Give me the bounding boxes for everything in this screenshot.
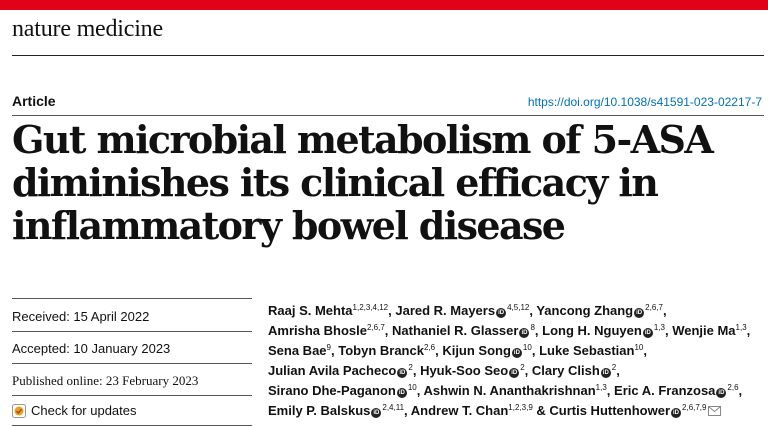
author-name: Emily P. Balskus xyxy=(268,403,371,418)
author-name: Hyuk-Soo Seo xyxy=(420,363,509,378)
author-name: Kijun Song xyxy=(442,343,511,358)
author-name: Tobyn Branck xyxy=(338,343,424,358)
title-line: Gut microbial metabolism of 5-ASA xyxy=(12,117,714,162)
orcid-icon[interactable]: iD xyxy=(634,308,645,318)
accepted-date: Accepted: 10 January 2023 xyxy=(12,332,252,364)
journal-accent-bar xyxy=(0,0,768,10)
orcid-icon[interactable]: iD xyxy=(396,388,407,398)
author[interactable]: Raaj S. Mehta1,2,3,4,12 xyxy=(268,303,388,318)
author[interactable]: Luke Sebastian10 xyxy=(539,343,643,358)
author-name: Julian Avila Pacheco xyxy=(268,363,397,378)
author[interactable]: Julian Avila Pacheco iD2 xyxy=(268,363,413,378)
doi-link[interactable]: https://doi.org/10.1038/s41591-023-02217… xyxy=(527,95,762,109)
orcid-icon[interactable]: iD xyxy=(509,368,520,378)
author-name: Eric A. Franzosa xyxy=(614,383,716,398)
orcid-icon[interactable]: iD xyxy=(511,348,522,358)
author-affiliations: 2,4,11 xyxy=(382,403,405,412)
orcid-icon[interactable]: iD xyxy=(671,408,682,418)
article-dates: Received: 15 April 2022 Accepted: 10 Jan… xyxy=(12,300,252,426)
author[interactable]: Jared R. Mayers iD4,5,12 xyxy=(395,303,529,318)
author-affiliations: 8 xyxy=(530,323,535,332)
author[interactable]: Tobyn Branck2,6 xyxy=(338,343,435,358)
orcid-icon[interactable]: iD xyxy=(600,368,611,378)
author[interactable]: Long H. Nguyen iD1,3 xyxy=(542,323,665,338)
author-name: Raaj S. Mehta xyxy=(268,303,353,318)
author-list: Raaj S. Mehta1,2,3,4,12, Jared R. Mayers… xyxy=(268,303,751,418)
header-divider xyxy=(12,55,764,56)
author[interactable]: Clary Clish iD2 xyxy=(532,363,616,378)
author-affiliations: 2,6,7,9 xyxy=(682,403,707,412)
author-affiliations: 10 xyxy=(407,383,417,392)
orcid-icon[interactable]: iD xyxy=(642,328,653,338)
author-affiliations: 1,2,3,9 xyxy=(508,403,533,412)
author-affiliations: 2,6,7 xyxy=(366,323,385,332)
author-affiliations: 10 xyxy=(634,343,644,352)
author[interactable]: Nathaniel R. Glasser iD8 xyxy=(392,323,535,338)
check-for-updates-label: Check for updates xyxy=(31,402,137,418)
orcid-icon[interactable]: iD xyxy=(496,308,507,318)
author-name: Andrew T. Chan xyxy=(410,403,509,418)
author-affiliations: 10 xyxy=(522,343,532,352)
author[interactable]: Sirano Dhe-Paganon iD10 xyxy=(268,383,417,398)
author-name: Amrisha Bhosle xyxy=(268,323,367,338)
author-affiliations: 2,6,7 xyxy=(645,303,663,312)
author-name: Long H. Nguyen xyxy=(542,323,642,338)
title-line: inflammatory bowel disease xyxy=(12,203,566,248)
author-name: Sirano Dhe-Paganon xyxy=(268,383,396,398)
author[interactable]: Emily P. Balskus iD2,4,11 xyxy=(268,403,404,418)
author-affiliations: 2 xyxy=(611,363,617,372)
author-name: Wenjie Ma xyxy=(672,323,736,338)
author[interactable]: Hyuk-Soo Seo iD2 xyxy=(420,363,525,378)
author-affiliations: 9 xyxy=(326,343,331,352)
author[interactable]: Eric A. Franzosa iD2,6 xyxy=(614,383,739,398)
author-affiliations: 2,6 xyxy=(727,383,739,392)
author-affiliations: 4,5,12 xyxy=(507,303,530,312)
orcid-icon[interactable]: iD xyxy=(519,328,530,338)
orcid-icon[interactable]: iD xyxy=(397,368,408,378)
article-title: Gut microbial metabolism of 5-ASA dimini… xyxy=(12,118,732,247)
orcid-icon[interactable]: iD xyxy=(716,388,727,398)
article-type: Article xyxy=(12,93,56,109)
author[interactable]: Curtis Huttenhower iD2,6,7,9 xyxy=(549,403,722,418)
author-affiliations: 1,3 xyxy=(653,323,665,332)
author-affiliations: 1,3 xyxy=(735,323,747,332)
title-divider xyxy=(12,115,764,116)
author-name: Sena Bae xyxy=(268,343,327,358)
dates-divider xyxy=(12,298,252,299)
author[interactable]: Wenjie Ma1,3 xyxy=(672,323,746,338)
author-name: Jared R. Mayers xyxy=(395,303,496,318)
author[interactable]: Ashwin N. Ananthakrishnan1,3 xyxy=(424,383,607,398)
author-name: Yancong Zhang xyxy=(536,303,634,318)
orcid-icon[interactable]: iD xyxy=(371,408,382,418)
published-date: Published online: 23 February 2023 xyxy=(12,364,252,396)
check-for-updates-button[interactable]: Check for updates xyxy=(12,396,252,426)
author-name: Curtis Huttenhower xyxy=(549,403,671,418)
author-name: Nathaniel R. Glasser xyxy=(392,323,519,338)
author[interactable]: Sena Bae9 xyxy=(268,343,331,358)
author-name: Luke Sebastian xyxy=(539,343,635,358)
author-affiliations: 2,6 xyxy=(423,343,436,352)
author[interactable]: Yancong Zhang iD2,6,7 xyxy=(536,303,663,318)
check-for-updates-icon xyxy=(12,403,26,418)
author[interactable]: Kijun Song iD10 xyxy=(442,343,532,358)
author-affiliations: 2 xyxy=(408,363,413,372)
author-name: Clary Clish xyxy=(531,363,600,378)
mail-icon[interactable] xyxy=(708,406,722,416)
title-line: diminishes its clinical efficacy in xyxy=(12,160,659,205)
author-affiliations: 2 xyxy=(520,363,525,372)
author[interactable]: Andrew T. Chan1,2,3,9 xyxy=(411,403,533,418)
journal-name: nature medicine xyxy=(12,16,163,42)
author-affiliations: 1,2,3,4,12 xyxy=(352,303,389,312)
author-affiliations: 1,3 xyxy=(595,383,607,392)
author[interactable]: Amrisha Bhosle2,6,7 xyxy=(268,323,385,338)
received-date: Received: 15 April 2022 xyxy=(12,300,252,332)
author-name: Ashwin N. Ananthakrishnan xyxy=(423,383,596,398)
